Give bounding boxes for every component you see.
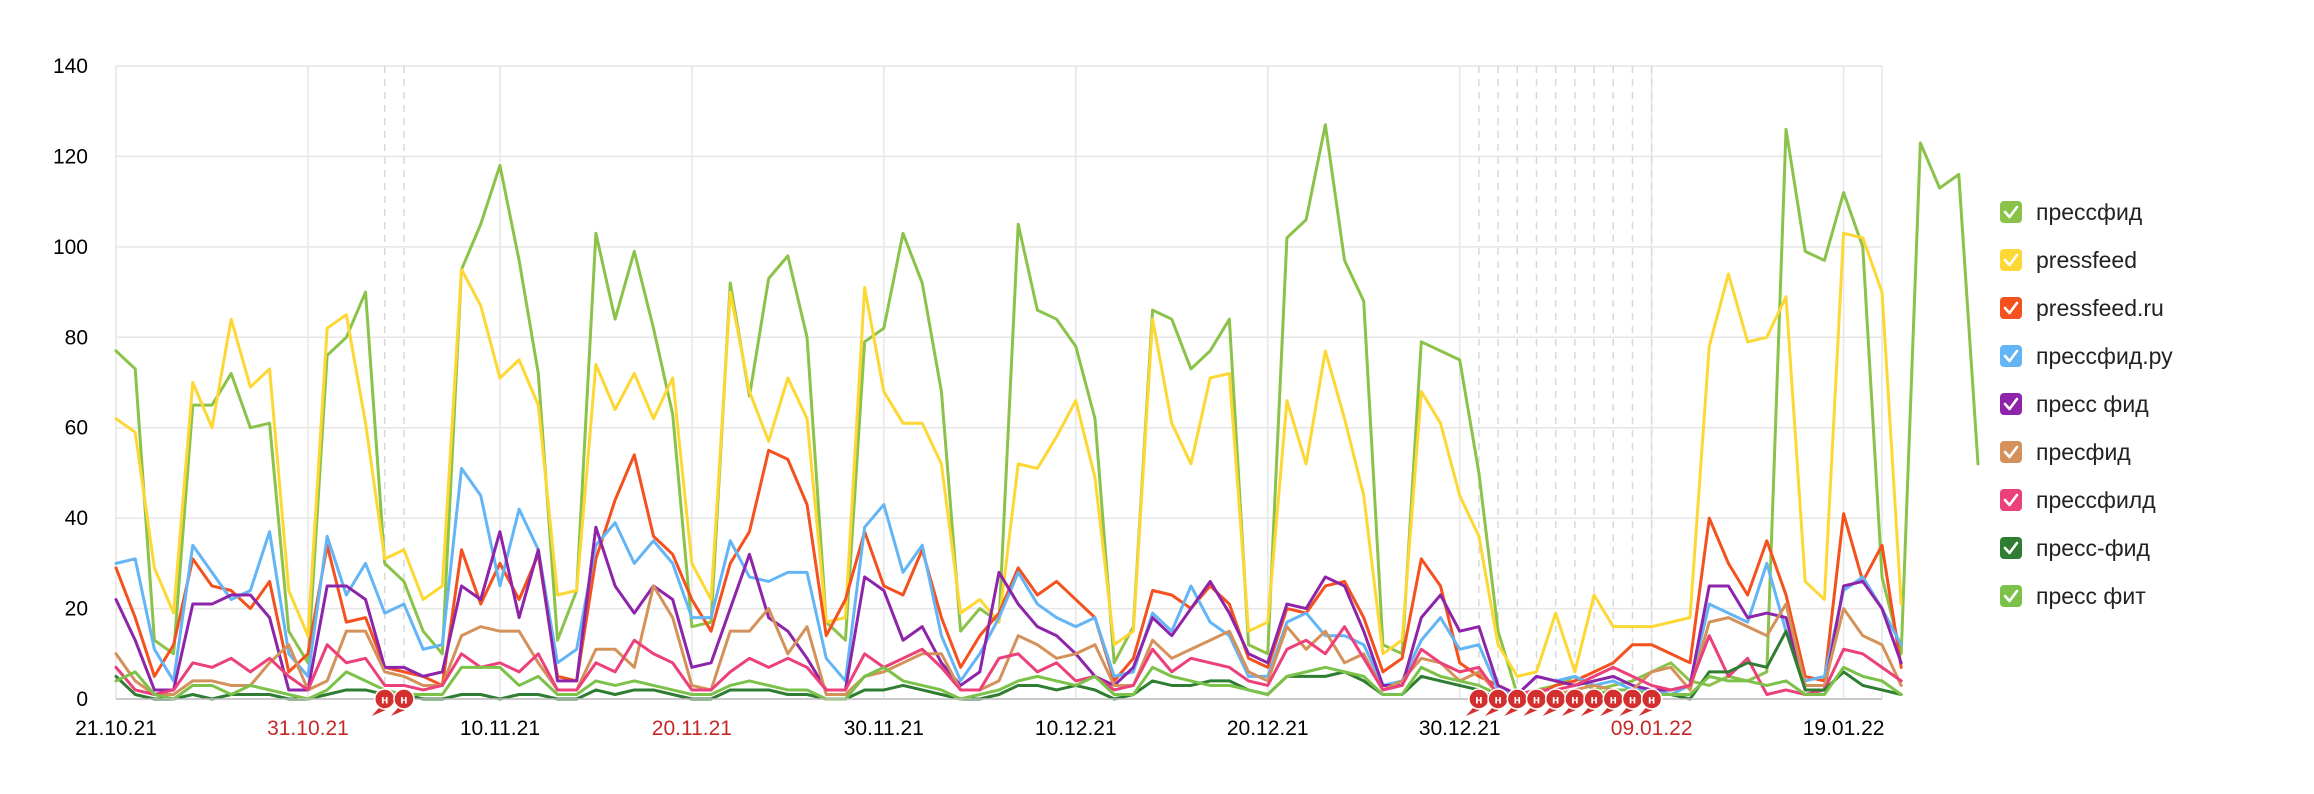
y-tick-label: 100 [53, 236, 88, 259]
legend-item[interactable]: пресс фид [2000, 391, 2149, 417]
weekend-marker-badge: н [1619, 688, 1644, 716]
legend-checkbox[interactable] [2000, 249, 2022, 271]
axes: 0 20 40 60 80 100 120 140 21.10.21 31.10.21 10.11.… [53, 55, 1885, 740]
legend-label: прессфид [2036, 199, 2143, 225]
legend-label: пресс-фид [2036, 535, 2150, 561]
series-line-2 [114, 231, 1903, 678]
legend-label: прессфид.ру [2036, 343, 2173, 369]
check-icon [2003, 349, 2019, 363]
x-tick-label: 19.01.22 [1803, 717, 1885, 740]
series-line-4 [114, 466, 1903, 696]
weekend-marker-text: н [1571, 693, 1578, 707]
x-tick-label: 20.11.21 [652, 717, 732, 740]
legend-item[interactable]: прессфид [2000, 199, 2143, 225]
legend-label: pressfeed [2036, 247, 2137, 273]
x-tick-label: 21.10.21 [75, 717, 157, 740]
weekend-marker-text: н [1533, 693, 1540, 707]
series-line-5 [114, 525, 1903, 696]
weekend-marker-badge: н [1638, 688, 1663, 716]
y-tick-label: 80 [65, 326, 88, 349]
legend-item[interactable]: pressfeed.ru [2000, 295, 2164, 321]
legend-checkbox[interactable] [2000, 441, 2022, 463]
y-tick-label: 40 [65, 507, 88, 530]
legend-label: пресфид [2036, 439, 2131, 465]
weekend-marker-text: н [1610, 693, 1617, 707]
legend-item[interactable]: прессфилд [2000, 487, 2156, 513]
check-icon [2003, 205, 2019, 219]
series-line-1 [114, 123, 1980, 696]
legend-checkbox[interactable] [2000, 345, 2022, 367]
weekend-marker-badge: н [371, 688, 396, 716]
weekend-marker-text: н [1552, 693, 1559, 707]
y-tick-label: 140 [53, 55, 88, 78]
weekend-marker-text: н [1475, 693, 1482, 707]
legend-item[interactable]: пресс-фид [2000, 535, 2150, 561]
series-line-6 [114, 584, 1903, 696]
legend-checkbox[interactable] [2000, 585, 2022, 607]
legend-label: pressfeed.ru [2036, 295, 2164, 321]
legend-checkbox[interactable] [2000, 201, 2022, 223]
y-tick-label: 60 [65, 417, 88, 440]
weekend-marker-text: н [1629, 693, 1636, 707]
legend-checkbox[interactable] [2000, 393, 2022, 415]
check-icon [2003, 445, 2019, 459]
legend-item[interactable]: прессфид.ру [2000, 343, 2173, 369]
check-icon [2003, 301, 2019, 315]
legend-checkbox[interactable] [2000, 537, 2022, 559]
weekend-marker-text: н [1648, 693, 1655, 707]
weekend-marker-text: н [1590, 693, 1597, 707]
legend-item[interactable]: pressfeed [2000, 247, 2137, 273]
holiday-markers [383, 66, 1653, 699]
weekend-marker-badge: н [1465, 688, 1490, 716]
y-tick-label: 0 [76, 688, 88, 711]
weekend-marker-text: н [1494, 693, 1501, 707]
y-tick-label: 20 [65, 598, 88, 621]
legend-item[interactable]: пресфид [2000, 439, 2131, 465]
weekend-marker-text: н [381, 693, 388, 707]
weekend-marker-text: н [400, 693, 407, 707]
x-tick-label: 10.12.21 [1035, 717, 1117, 740]
legend-checkbox[interactable] [2000, 489, 2022, 511]
x-tick-label: 20.12.21 [1227, 717, 1309, 740]
weekend-marker-badge: н [1581, 688, 1605, 716]
legend-label: пресс фид [2036, 391, 2149, 417]
legend-item[interactable]: пресс фит [2000, 583, 2146, 609]
check-icon [2003, 541, 2019, 555]
y-tick-label: 120 [53, 145, 88, 168]
weekend-marker-badge: н [1485, 688, 1509, 716]
check-icon [2003, 253, 2019, 267]
check-icon [2003, 397, 2019, 411]
x-tick-label: 30.11.21 [844, 717, 924, 740]
legend[interactable]: прессфид pressfeed pressfeed.ru прессфид.ру… [2000, 199, 2173, 609]
series-line-7 [114, 625, 1903, 696]
check-icon [2003, 589, 2019, 603]
x-tick-label: 31.10.21 [267, 717, 349, 740]
x-tick-label: 09.01.22 [1611, 717, 1693, 740]
x-tick-label: 10.11.21 [460, 717, 540, 740]
check-icon [2003, 493, 2019, 507]
legend-label: прессфилд [2036, 487, 2156, 513]
series-lines [114, 123, 1980, 701]
legend-checkbox[interactable] [2000, 297, 2022, 319]
weekend-marker-text: н [1514, 693, 1521, 707]
legend-label: пресс фит [2036, 583, 2146, 609]
x-tick-label: 30.12.21 [1419, 717, 1501, 740]
weekend-marker-badge: н [390, 688, 415, 716]
